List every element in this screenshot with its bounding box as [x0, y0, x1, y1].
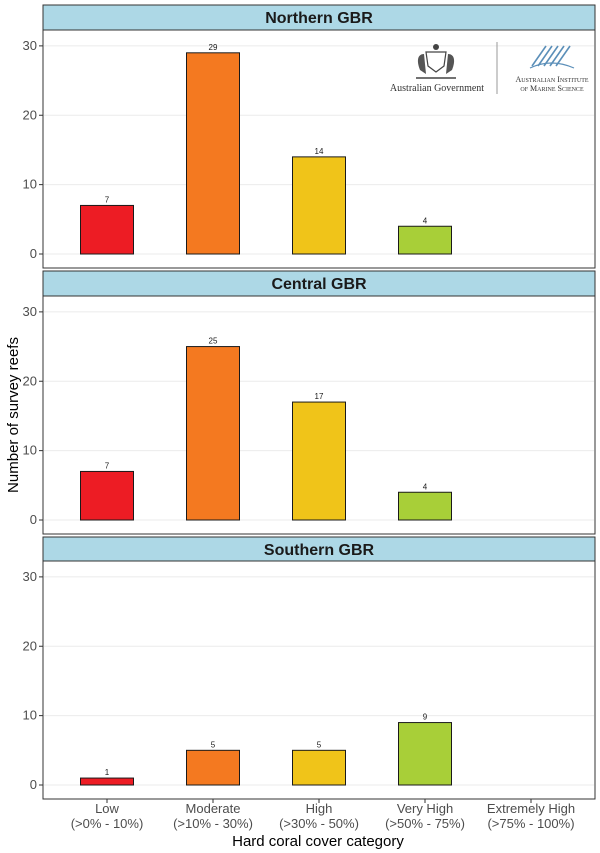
y-tick-label: 30 — [23, 304, 37, 319]
y-tick-label: 20 — [23, 107, 37, 122]
bar-value-label: 25 — [209, 337, 218, 346]
bar — [292, 401, 346, 521]
y-tick-label: 0 — [30, 512, 37, 527]
panel-title: Northern GBR — [265, 10, 373, 27]
bar-value-label: 14 — [315, 147, 324, 156]
x-category-labels: Low(>0% - 10%)Moderate(>10% - 30%)High(>… — [71, 801, 575, 831]
x-axis-title: Hard coral cover category — [232, 833, 404, 850]
bar-value-label: 5 — [317, 740, 322, 749]
bar-value-label: 17 — [315, 392, 324, 401]
panel-strip — [42, 536, 596, 562]
bar-value-label: 7 — [105, 195, 110, 204]
bar — [80, 470, 134, 521]
x-category-label: Low — [95, 801, 119, 816]
bar-value-label: 9 — [423, 713, 428, 722]
y-tick-label: 20 — [23, 638, 37, 653]
logo-institute-line1: Australian Institute — [515, 75, 588, 84]
bar — [292, 156, 346, 255]
x-category-label: Moderate — [186, 801, 241, 816]
panel-3: Southern GBR 0 10 20 30 1 5 5 9 — [23, 536, 596, 803]
bar — [186, 749, 240, 786]
y-tick-label: 10 — [23, 177, 37, 192]
aims-icon — [529, 45, 575, 69]
logo-government-text: Australian Government — [390, 83, 484, 94]
logo: Australian Government Australian Institu… — [390, 42, 589, 94]
y-tick-label: 30 — [23, 38, 37, 53]
coat-of-arms-icon — [416, 44, 456, 79]
panel-strip — [42, 4, 596, 31]
x-category-range: (>30% - 50%) — [279, 816, 359, 831]
x-category-range: (>0% - 10%) — [71, 816, 144, 831]
y-tick-label: 10 — [23, 708, 37, 723]
bar — [398, 225, 452, 255]
bar-value-label: 4 — [423, 216, 428, 225]
bar-value-label: 5 — [211, 740, 216, 749]
y-tick-label: 0 — [30, 246, 37, 261]
bar — [292, 749, 346, 786]
y-axis-title: Number of survey reefs — [5, 337, 22, 493]
panel-2: Central GBR 0 10 20 30 7 25 17 4 — [23, 270, 596, 535]
bar — [186, 52, 240, 255]
x-category-range: (>50% - 75%) — [385, 816, 465, 831]
panel-strip — [42, 270, 596, 297]
bar — [186, 346, 240, 521]
panel-title: Southern GBR — [264, 542, 375, 559]
panel-1: Northern GBR 0 10 20 30 7 29 14 4 — [23, 4, 596, 269]
x-category-label: High — [306, 801, 333, 816]
x-category-range: (>10% - 30%) — [173, 816, 253, 831]
bar — [398, 722, 452, 786]
bar — [80, 204, 134, 255]
x-category-label: Very High — [397, 801, 453, 816]
logo-institute-line2: of Marine Science — [520, 84, 584, 93]
y-tick-label: 0 — [30, 777, 37, 792]
bar-value-label: 7 — [105, 461, 110, 470]
bar — [398, 491, 452, 521]
panel-title: Central GBR — [271, 276, 367, 293]
bar — [80, 777, 134, 786]
bar-value-label: 29 — [209, 43, 218, 52]
y-tick-label: 20 — [23, 373, 37, 388]
x-category-range: (>75% - 100%) — [487, 816, 574, 831]
y-tick-label: 30 — [23, 569, 37, 584]
bar-value-label: 4 — [423, 482, 428, 491]
bar-value-label: 1 — [105, 768, 110, 777]
x-category-label: Extremely High — [487, 801, 575, 816]
y-tick-label: 10 — [23, 443, 37, 458]
